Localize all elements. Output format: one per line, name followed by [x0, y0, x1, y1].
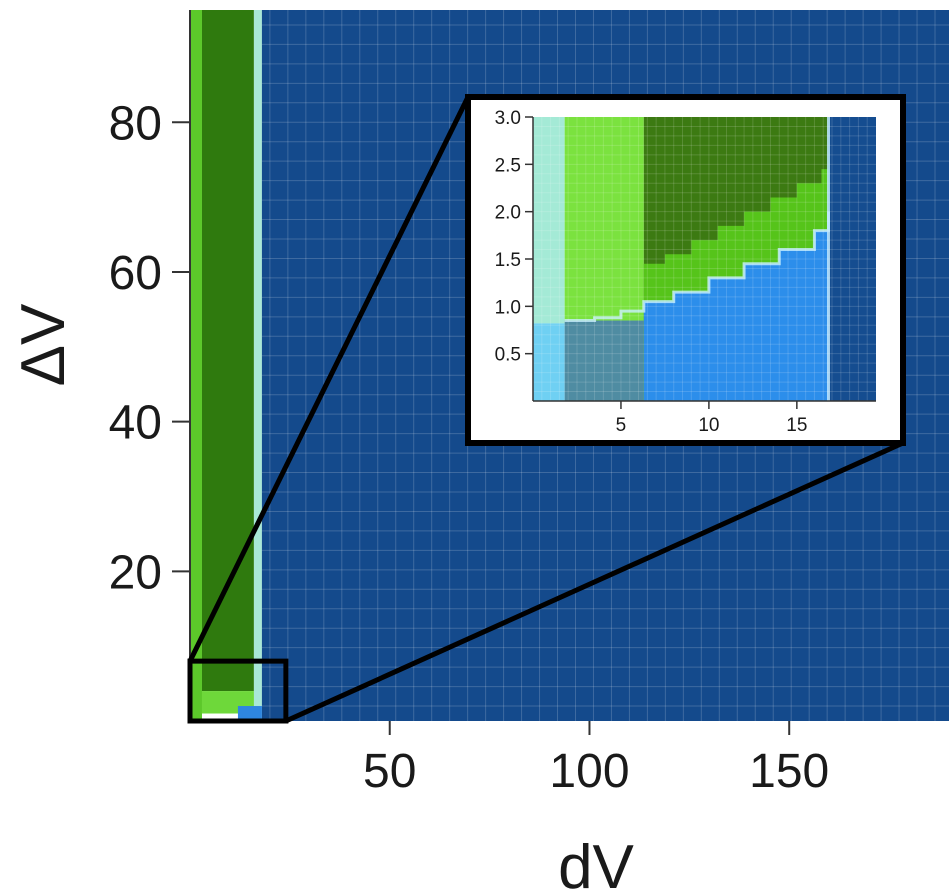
- inset-y-tick-label: 1.5: [495, 250, 521, 271]
- inset-region-navy: [828, 117, 876, 401]
- inset-y-tick-label: 1.0: [495, 297, 521, 318]
- inset-x-tick-label: 10: [698, 415, 719, 436]
- region-light-green-band: [190, 10, 202, 721]
- inset-region-grey-blue: [564, 320, 644, 401]
- inset-boundary-lower: [564, 211, 831, 323]
- inset-plot: [533, 117, 876, 401]
- zoom-connector-lines: [187, 95, 905, 724]
- inset-region-pale-cyan: [533, 117, 565, 324]
- y-tick-label: 20: [109, 546, 162, 599]
- inset-x-tick-label: 5: [616, 415, 627, 436]
- x-tick-label: 100: [549, 745, 629, 798]
- y-tick-label: 60: [109, 247, 162, 300]
- inset-axes: 0.5 1.0 1.5 2.0 2.5 3.0 5 10 15: [495, 108, 876, 436]
- zoom-box: [187, 658, 289, 724]
- inset-y-tick-label: 3.0: [495, 108, 521, 129]
- x-tick-label: 50: [363, 745, 416, 798]
- inset-grid: [533, 117, 876, 401]
- inset-region-bright-blue: [643, 211, 829, 401]
- inset-region-light-blue: [533, 323, 565, 401]
- x-axis-label: dV: [558, 833, 634, 894]
- y-tick-label: 40: [109, 397, 162, 450]
- region-cyan-edge: [253, 10, 262, 721]
- inset-x-tick-label: 15: [786, 415, 807, 436]
- y-tick-label: 80: [109, 97, 162, 150]
- region-dark-green-band: [201, 10, 254, 692]
- inset-y-tick-label: 2.5: [495, 155, 521, 176]
- x-tick-label: 150: [749, 745, 829, 798]
- zoom-line-top: [187, 95, 471, 663]
- inset-y-tick-label: 2.0: [495, 203, 521, 224]
- zoom-line-bottom: [284, 440, 905, 724]
- inset-region-bright-green: [564, 117, 644, 321]
- main-axes: 20 40 60 80 50 100 150: [109, 10, 829, 798]
- inset-y-tick-label: 0.5: [495, 345, 521, 366]
- inset-heatmap: 0.5 1.0 1.5 2.0 2.5 3.0 5 10 15: [465, 94, 906, 446]
- y-axis-label: ΔV: [9, 303, 78, 386]
- region-low-corner-blue: [237, 706, 262, 721]
